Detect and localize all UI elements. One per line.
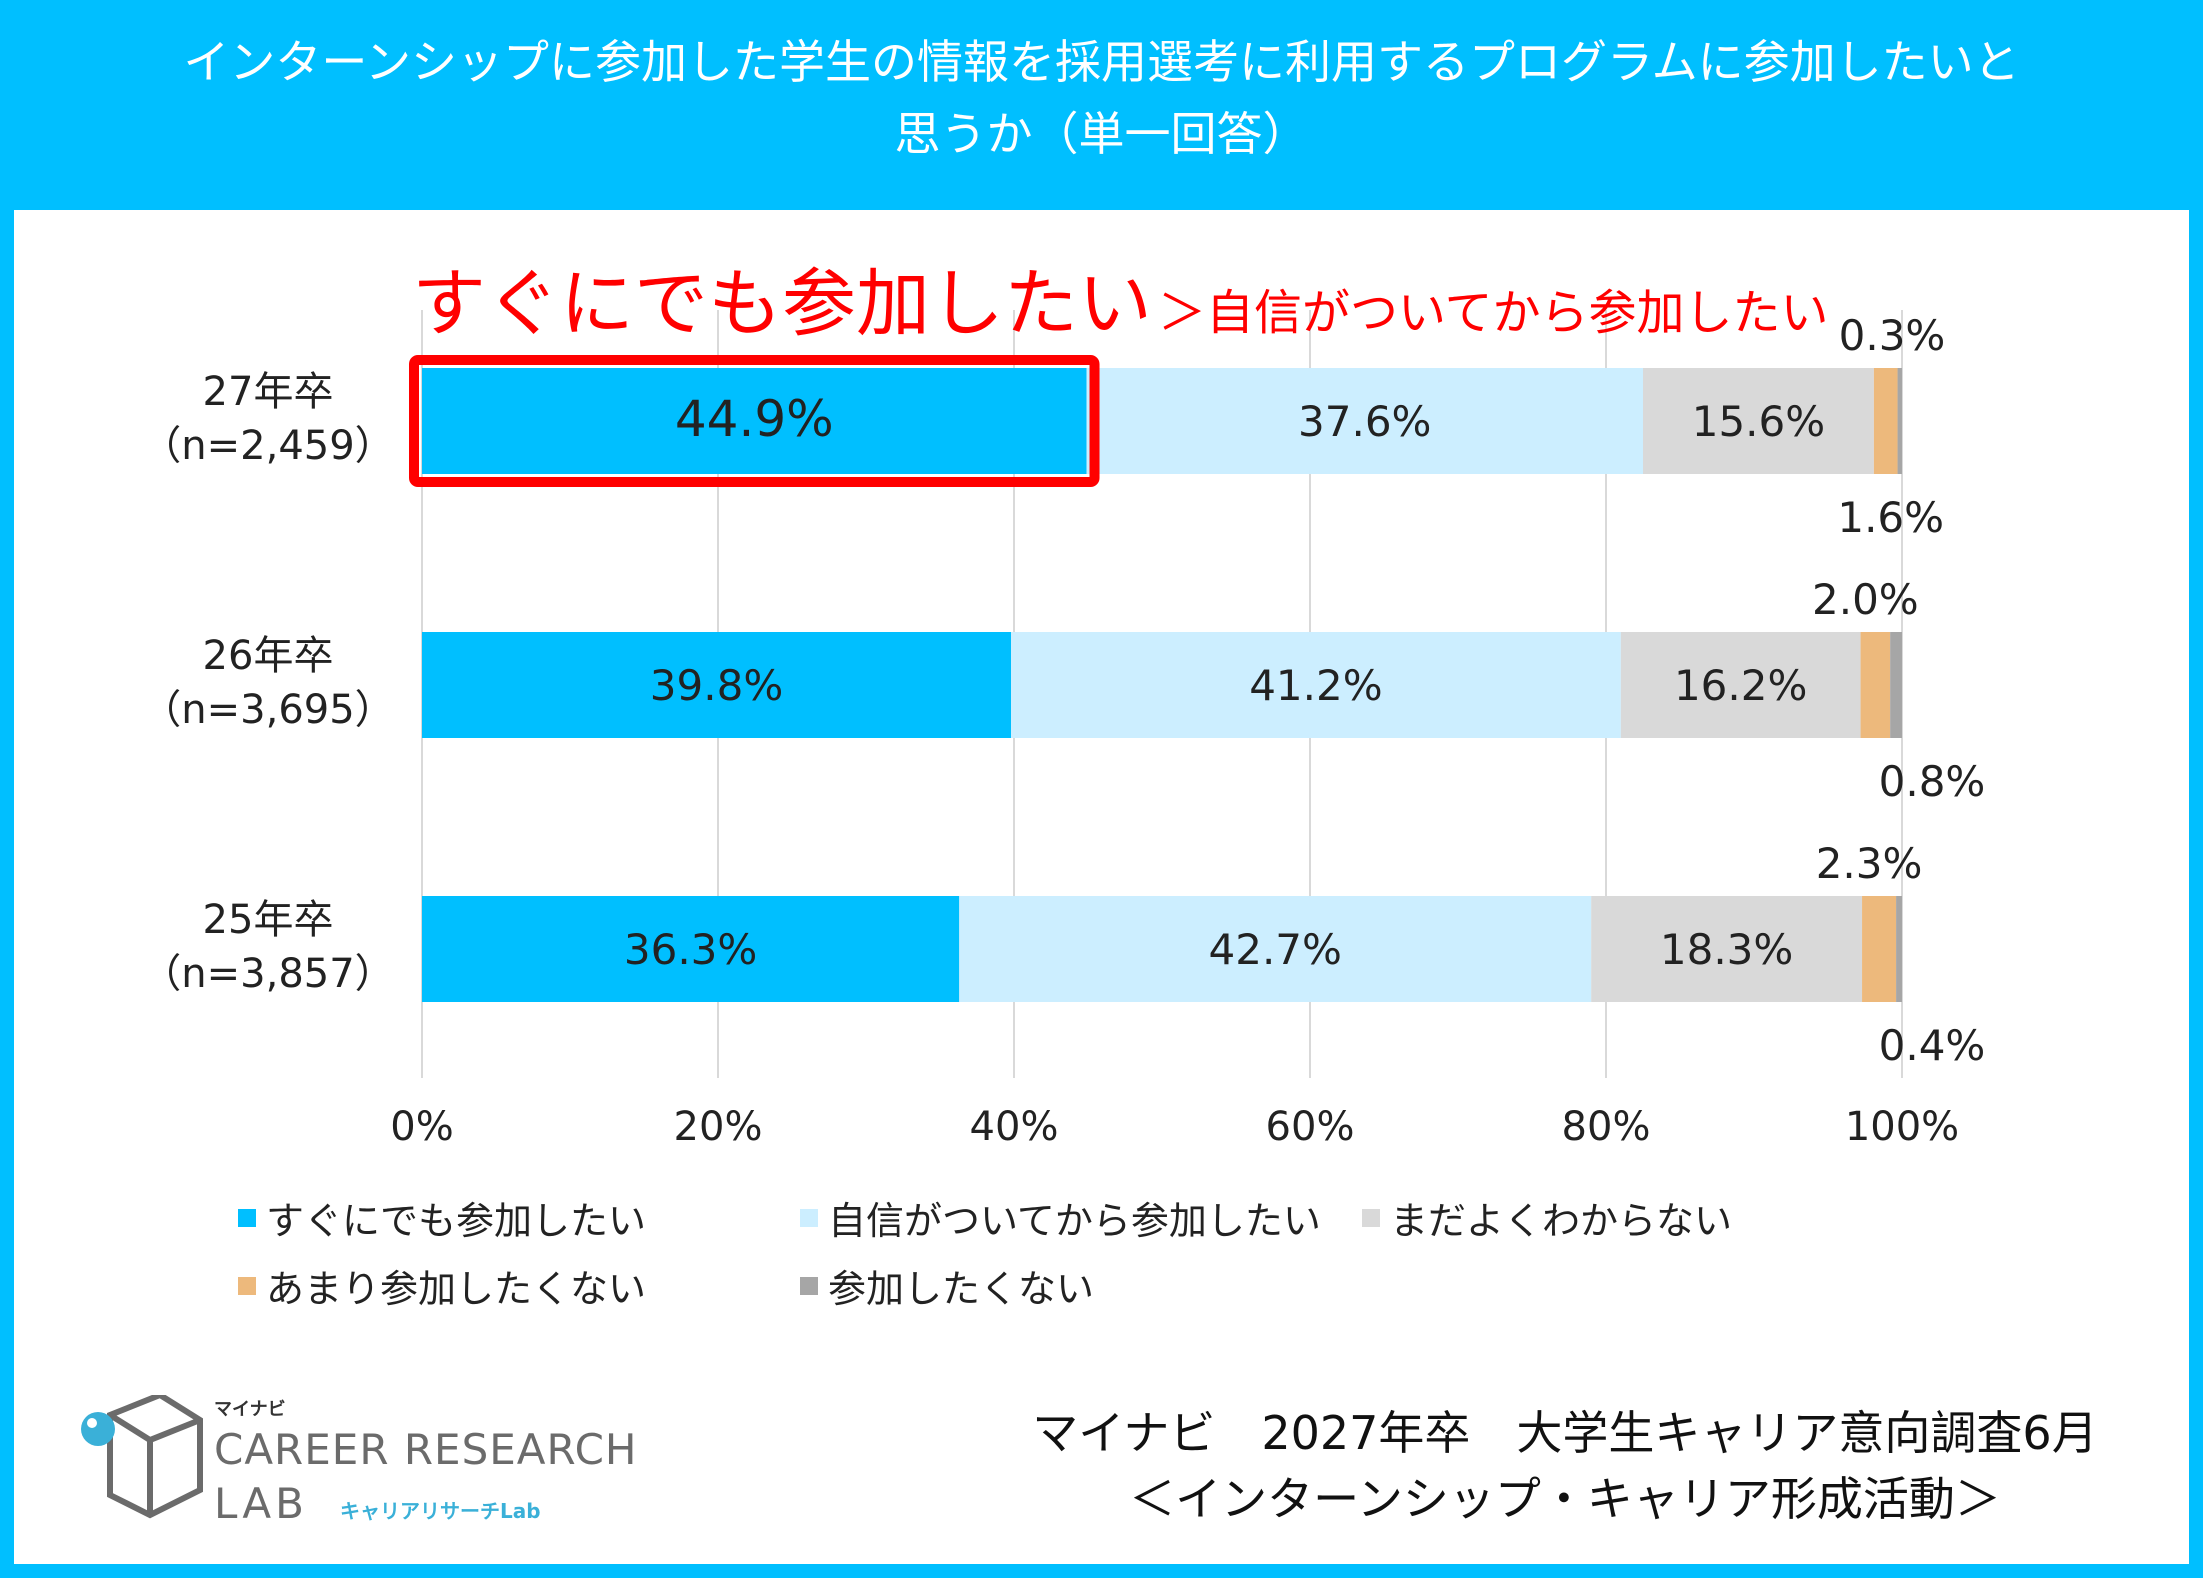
category-label: 27年卒 （n=2,459） (141, 369, 395, 469)
legend-item: 参加したくない (800, 1258, 1094, 1313)
logo-line2: LAB (214, 1479, 308, 1528)
legend-swatch (238, 1276, 256, 1295)
bar-segment (1897, 368, 1902, 474)
bar-segment (959, 896, 1592, 1002)
legend-label: すぐにでも参加したい (266, 1199, 647, 1243)
highlight-box (409, 355, 1100, 487)
data-label: 2.0% (1812, 575, 1919, 624)
source-line1: マイナビ 2027年卒 大学生キャリア意向調査6月 (1032, 1406, 2098, 1460)
legend-label: あまり参加したくない (266, 1267, 647, 1311)
legend-swatch (800, 1276, 818, 1295)
data-label: 36.3% (624, 925, 757, 974)
legend-swatch (1362, 1208, 1380, 1227)
chart-title: インターンシップに参加した学生の情報を採用選考に利用するプログラムに参加したいと… (183, 35, 2020, 161)
bar-segment (1011, 632, 1621, 738)
bar-segment (1890, 632, 1902, 738)
bar-segment (1862, 896, 1897, 1002)
data-label: 1.6% (1837, 493, 1944, 542)
bar-segment (1591, 896, 1863, 1002)
source-line2: ＜インターンシップ・キャリア形成活動＞ (1129, 1472, 2001, 1526)
legend-item: 自信がついてから参加したい (800, 1190, 1321, 1245)
bar-segment (1860, 632, 1891, 738)
data-label: 15.6% (1692, 397, 1825, 446)
x-tick-label: 80% (1562, 1104, 1651, 1150)
legend-label: まだよくわからない (1390, 1199, 1733, 1243)
legend-label: 自信がついてから参加したい (828, 1199, 1321, 1243)
legend-item: すぐにでも参加したい (238, 1190, 646, 1245)
data-label: 2.3% (1816, 839, 1923, 888)
x-tick-label: 20% (674, 1104, 763, 1150)
bar-segment (422, 368, 1087, 474)
data-label: 0.4% (1879, 1021, 1986, 1070)
cube-logo-icon (81, 1395, 203, 1519)
logo-line1: CAREER RESEARCH (214, 1425, 638, 1474)
data-label: 42.7% (1209, 925, 1342, 974)
x-tick-label: 100% (1845, 1104, 1959, 1150)
data-label: 39.8% (650, 661, 783, 710)
data-label: 0.3% (1839, 311, 1946, 360)
legend-item: あまり参加したくない (238, 1258, 646, 1313)
source-note: マイナビ 2027年卒 大学生キャリア意向調査6月 ＜インターンシップ・キャリア… (960, 1400, 2170, 1532)
career-research-lab-logo: マイナビ CAREER RESEARCH LAB キャリアリサーチLab (70, 1395, 670, 1528)
legend-item: まだよくわからない (1362, 1190, 1732, 1245)
data-label: 37.6% (1298, 397, 1431, 446)
x-tick-label: 60% (1266, 1104, 1355, 1150)
bar-segment (1896, 896, 1902, 1002)
data-label: 0.8% (1879, 757, 1986, 806)
bar-segment (1643, 368, 1874, 474)
data-label: 44.9% (675, 390, 834, 448)
data-label: 41.2% (1249, 661, 1382, 710)
data-label: 16.2% (1674, 661, 1807, 710)
category-label: 26年卒 （n=3,695） (141, 633, 395, 733)
legend-swatch (238, 1208, 256, 1227)
bar-segment (1086, 368, 1643, 474)
data-label: 18.3% (1660, 925, 1793, 974)
bar-segment (422, 632, 1012, 738)
legend-label: 参加したくない (828, 1267, 1095, 1311)
logo-sub: キャリアリサーチLab (340, 1499, 541, 1523)
x-tick-label: 0% (390, 1104, 453, 1150)
legend-swatch (800, 1208, 818, 1227)
category-label: 25年卒 （n=3,857） (141, 897, 395, 997)
logo-brand: マイナビ (214, 1399, 286, 1420)
headline-main: すぐにでも参加したい (412, 261, 1152, 347)
bar-segment (422, 896, 960, 1002)
bar-segment (1620, 632, 1861, 738)
headline-sub: ＞自信がついてから参加したい (1158, 285, 1829, 341)
bar-segment (1873, 368, 1898, 474)
headline-annotation: すぐにでも参加したい ＞自信がついてから参加したい (412, 244, 1829, 351)
header-bar: インターンシップに参加した学生の情報を採用選考に利用するプログラムに参加したいと… (0, 0, 2203, 206)
x-tick-label: 40% (970, 1104, 1059, 1150)
